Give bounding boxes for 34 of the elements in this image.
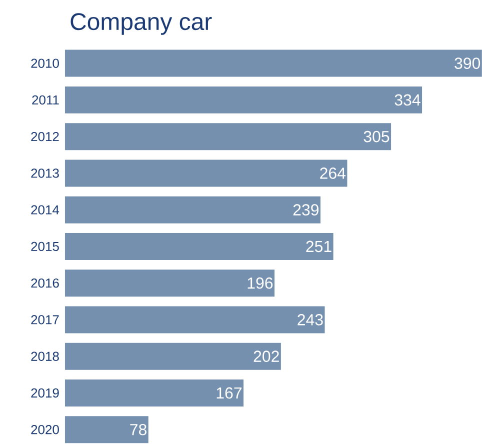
data-label: 251 (306, 240, 332, 252)
y-tick-label: 2019 (31, 388, 59, 398)
data-label: 390 (454, 58, 480, 70)
data-label: 239 (293, 204, 319, 216)
y-tick-label: 2010 (31, 58, 59, 68)
data-label: 196 (248, 277, 273, 289)
y-tick-label: 2020 (31, 425, 59, 434)
y-tick-label: 2013 (31, 168, 59, 178)
bar (64, 160, 348, 187)
y-tick-label: 2014 (31, 205, 60, 214)
y-tick-label: 2018 (31, 352, 59, 361)
chart-title: Company car (70, 13, 212, 35)
data-label: 167 (216, 387, 242, 399)
bar (64, 270, 275, 297)
data-label: 264 (320, 168, 346, 179)
y-tick-label: 2016 (31, 278, 59, 288)
bar (64, 233, 334, 260)
y-tick-label: 2011 (32, 95, 59, 105)
data-label: 243 (298, 314, 323, 326)
y-tick-label: 2017 (31, 315, 59, 324)
bar (64, 196, 320, 224)
data-label: 78 (130, 424, 146, 436)
bar (64, 123, 392, 150)
y-tick-label: 2012 (31, 132, 59, 142)
y-tick-label: 2015 (31, 242, 59, 252)
bar (64, 342, 281, 370)
data-label: 305 (364, 130, 390, 142)
bar (64, 380, 244, 407)
bar (64, 50, 482, 77)
bar (64, 86, 422, 114)
bar (64, 416, 148, 444)
data-label: 202 (254, 350, 279, 362)
data-label: 334 (394, 94, 420, 106)
bar (64, 306, 325, 334)
